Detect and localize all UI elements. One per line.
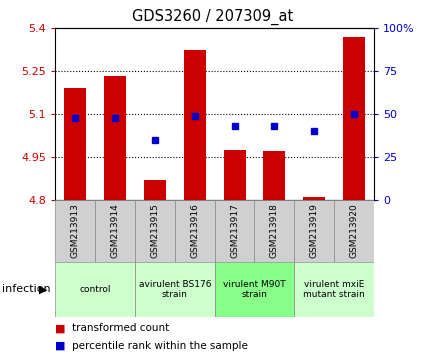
Text: GSM213913: GSM213913	[71, 203, 79, 258]
Bar	[264, 151, 285, 200]
Bar	[175, 200, 215, 262]
Bar	[64, 88, 86, 200]
Bar	[224, 150, 246, 200]
Text: ■: ■	[55, 341, 66, 351]
Bar	[55, 200, 95, 262]
Text: GDS3260 / 207309_at: GDS3260 / 207309_at	[132, 9, 293, 25]
Bar	[55, 262, 135, 317]
Bar	[334, 200, 374, 262]
Text: ▶: ▶	[39, 284, 48, 295]
Bar	[215, 262, 294, 317]
Text: infection: infection	[2, 284, 51, 295]
Text: virulent mxiE
mutant strain: virulent mxiE mutant strain	[303, 280, 365, 299]
Text: virulent M90T
strain: virulent M90T strain	[223, 280, 286, 299]
Text: transformed count: transformed count	[72, 323, 170, 333]
Text: ■: ■	[55, 323, 66, 333]
Bar	[255, 200, 294, 262]
Bar	[343, 37, 365, 200]
Text: GSM213915: GSM213915	[150, 203, 159, 258]
Text: percentile rank within the sample: percentile rank within the sample	[72, 341, 248, 351]
Bar	[135, 262, 215, 317]
Text: GSM213917: GSM213917	[230, 203, 239, 258]
Bar	[294, 262, 374, 317]
Bar	[95, 200, 135, 262]
Text: GSM213914: GSM213914	[110, 203, 119, 258]
Bar	[144, 180, 166, 200]
Text: GSM213918: GSM213918	[270, 203, 279, 258]
Bar	[294, 200, 334, 262]
Bar	[184, 50, 206, 200]
Text: avirulent BS176
strain: avirulent BS176 strain	[139, 280, 211, 299]
Text: GSM213916: GSM213916	[190, 203, 199, 258]
Bar	[303, 196, 325, 200]
Bar	[215, 200, 255, 262]
Text: GSM213919: GSM213919	[310, 203, 319, 258]
Text: control: control	[79, 285, 111, 294]
Bar	[135, 200, 175, 262]
Text: GSM213920: GSM213920	[350, 203, 359, 258]
Bar	[104, 75, 126, 200]
